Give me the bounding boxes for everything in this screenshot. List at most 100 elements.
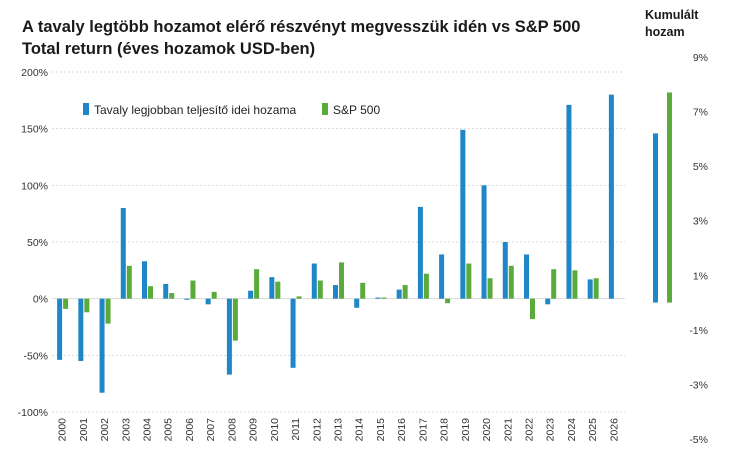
x-tick-label: 2015 bbox=[375, 418, 387, 442]
bar-top-stock bbox=[545, 298, 551, 305]
x-tick-label: 2014 bbox=[354, 418, 366, 442]
legend-label-sp500: S&P 500 bbox=[333, 103, 380, 117]
bar-sp500 bbox=[360, 282, 366, 299]
x-tick-label: 2009 bbox=[248, 418, 260, 442]
x-tick-label: 2019 bbox=[460, 418, 472, 442]
bar-top-stock bbox=[375, 297, 381, 299]
x-tick-label: 2025 bbox=[587, 418, 599, 442]
cumulative-bars bbox=[653, 92, 672, 303]
bar-top-stock bbox=[311, 263, 317, 299]
x-tick-label: 2016 bbox=[396, 418, 408, 442]
x-tick-label: 2008 bbox=[226, 418, 238, 442]
x-tick-label: 2024 bbox=[566, 418, 578, 442]
bar-top-stock bbox=[566, 104, 572, 299]
x-tick-label: 2020 bbox=[481, 418, 493, 442]
bar-top-stock bbox=[396, 289, 402, 299]
x-tick-label: 2003 bbox=[120, 418, 132, 442]
bar-top-stock bbox=[524, 254, 529, 299]
right-tick-label: 7% bbox=[693, 107, 708, 119]
y-tick-label: 150% bbox=[21, 124, 48, 136]
cumulative-bar-top-stock bbox=[653, 133, 658, 303]
x-tick-label: 2006 bbox=[184, 418, 196, 442]
bar-top-stock bbox=[226, 298, 232, 375]
x-tick-label: 2018 bbox=[439, 418, 451, 442]
bar-sp500 bbox=[254, 269, 260, 299]
legend-swatch-sp500 bbox=[322, 103, 328, 115]
x-tick-label: 2023 bbox=[545, 418, 557, 442]
x-tick-label: 2011 bbox=[290, 418, 302, 441]
x-tick-label: 2001 bbox=[78, 418, 90, 442]
bar-top-stock bbox=[587, 279, 593, 299]
bar-top-stock bbox=[417, 206, 423, 299]
bar-top-stock bbox=[460, 129, 466, 299]
x-tick-label: 2010 bbox=[269, 418, 281, 442]
legend-label-top-stock: Tavaly legjobban teljesítő idei hozama bbox=[94, 103, 296, 117]
bar-top-stock bbox=[333, 285, 338, 299]
right-tick-label: 5% bbox=[693, 161, 708, 173]
bar-sp500 bbox=[190, 280, 196, 299]
legend: Tavaly legjobban teljesítő idei hozama S&… bbox=[83, 103, 380, 117]
bar-top-stock bbox=[269, 277, 275, 299]
x-tick-label: 2007 bbox=[205, 418, 217, 442]
cumulative-bar-sp500 bbox=[667, 92, 672, 303]
bar-top-stock bbox=[481, 185, 487, 299]
bar-top-stock bbox=[163, 283, 169, 299]
main-bars bbox=[57, 94, 614, 393]
bar-sp500 bbox=[423, 273, 429, 299]
bar-top-stock bbox=[184, 298, 190, 300]
bar-top-stock bbox=[57, 298, 63, 360]
right-tick-label: -1% bbox=[689, 325, 708, 337]
bar-top-stock bbox=[502, 242, 508, 299]
x-tick-label: 2021 bbox=[502, 418, 514, 442]
right-axis-labels: -5% -3% -1% 1% 3% 5% 7% 9% bbox=[689, 52, 708, 446]
bar-sp500 bbox=[126, 265, 132, 299]
x-tick-label: 2000 bbox=[57, 418, 69, 442]
bar-sp500 bbox=[169, 293, 175, 299]
y-tick-label: 50% bbox=[27, 237, 48, 249]
bar-sp500 bbox=[339, 262, 344, 299]
gridlines bbox=[52, 71, 625, 413]
bar-sp500 bbox=[445, 298, 451, 304]
bar-sp500 bbox=[530, 298, 535, 320]
bar-sp500 bbox=[105, 298, 111, 324]
bar-top-stock bbox=[205, 298, 211, 305]
bar-sp500 bbox=[402, 285, 408, 299]
bar-sp500 bbox=[211, 291, 217, 299]
x-tick-label: 2013 bbox=[333, 418, 345, 442]
bar-top-stock bbox=[78, 298, 84, 361]
bar-sp500 bbox=[593, 278, 599, 299]
x-tick-label: 2002 bbox=[99, 418, 111, 442]
bar-sp500 bbox=[84, 298, 90, 313]
y-tick-label: -50% bbox=[23, 350, 48, 362]
bar-top-stock bbox=[439, 254, 445, 299]
bar-sp500 bbox=[508, 265, 514, 299]
bar-sp500 bbox=[296, 296, 302, 299]
bar-sp500 bbox=[317, 280, 323, 299]
bar-top-stock bbox=[120, 208, 126, 299]
bar-sp500 bbox=[466, 263, 472, 299]
x-tick-label: 2005 bbox=[163, 418, 175, 442]
y-tick-label: 200% bbox=[21, 67, 48, 79]
bar-top-stock bbox=[99, 298, 105, 393]
bar-sp500 bbox=[551, 269, 557, 299]
right-tick-label: -5% bbox=[689, 434, 708, 446]
bar-sp500 bbox=[275, 281, 281, 299]
y-tick-label: -100% bbox=[18, 407, 48, 419]
bar-sp500 bbox=[63, 298, 69, 309]
chart-title: A tavaly legtöbb hozamot elérő részvényt… bbox=[22, 18, 581, 58]
bar-top-stock bbox=[248, 290, 254, 299]
cumulative-return-title: Kumulált hozam bbox=[645, 8, 699, 39]
x-tick-label: 2004 bbox=[142, 418, 154, 442]
bar-sp500 bbox=[381, 297, 387, 299]
right-tick-label: 1% bbox=[693, 270, 708, 282]
x-tick-label: 2026 bbox=[608, 418, 620, 442]
y-axis-labels: -100% -50% 0% 50% 100% 150% 200% bbox=[18, 67, 48, 419]
x-tick-label: 2017 bbox=[417, 418, 429, 442]
right-tick-label: -3% bbox=[689, 379, 708, 391]
bar-top-stock bbox=[608, 94, 614, 299]
bar-sp500 bbox=[232, 298, 238, 341]
x-tick-label: 2022 bbox=[524, 418, 536, 442]
right-tick-label: 9% bbox=[693, 52, 708, 64]
bar-top-stock bbox=[142, 261, 147, 299]
y-tick-label: 0% bbox=[33, 294, 48, 306]
